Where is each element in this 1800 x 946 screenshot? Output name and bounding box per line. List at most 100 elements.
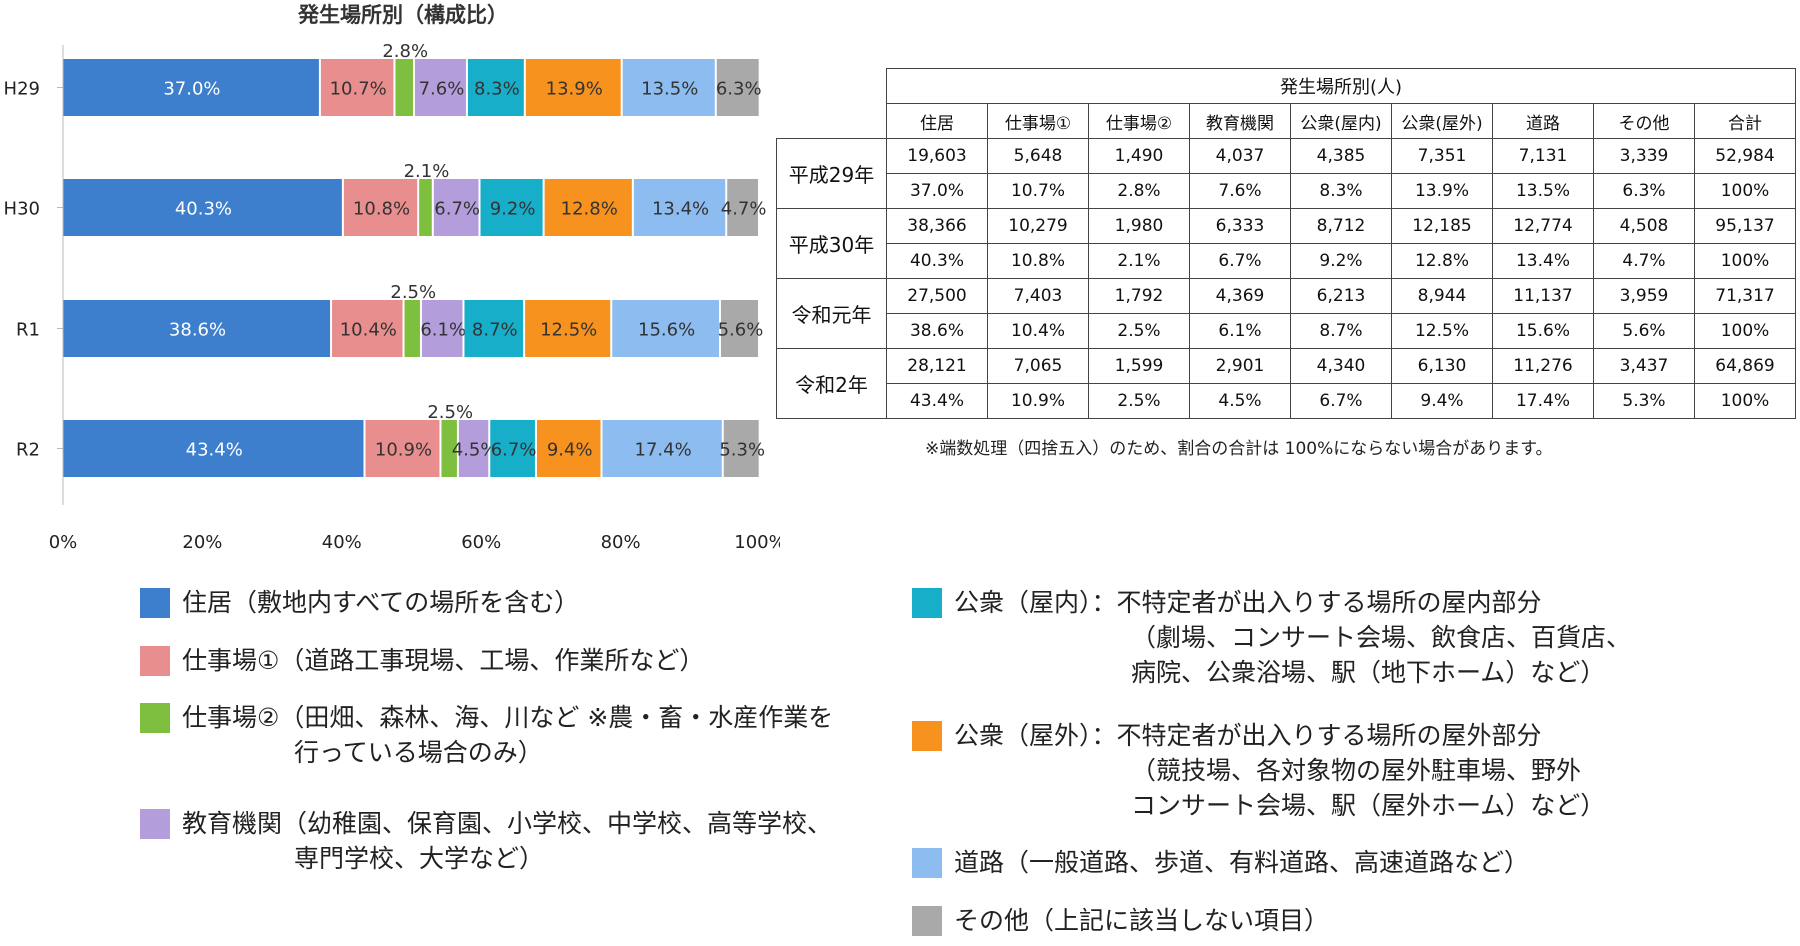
table-count-cell: 19,603: [886, 138, 988, 174]
x-tick-label: 20%: [182, 532, 222, 553]
data-label: 4.7%: [721, 199, 767, 220]
table-percent-cell: 6.1%: [1189, 313, 1291, 349]
table-percent-cell: 10.8%: [987, 243, 1089, 279]
legend-label: 道路（一般道路、歩道、有料道路、高速道路など）: [954, 845, 1529, 880]
legend-label-line: 公衆（屋外）：不特定者が出入りする場所の屋外部分: [954, 721, 1542, 750]
table-count-cell: 11,137: [1492, 278, 1594, 314]
data-label: 2.1%: [404, 161, 450, 182]
table-count-cell: 8,712: [1290, 208, 1392, 244]
table-header-group: 発生場所別(人): [886, 68, 1796, 104]
bar-segment: [404, 300, 420, 357]
table-percent-cell: 6.7%: [1189, 243, 1291, 279]
legend-swatch: [140, 588, 170, 618]
table-count-cell: 52,984: [1694, 138, 1796, 174]
bar-segment: [720, 300, 758, 357]
legend-swatch: [912, 721, 942, 751]
table-count-cell: 71,317: [1694, 278, 1796, 314]
bar-segment: [441, 420, 457, 477]
table-percent-cell: 38.6%: [886, 313, 988, 349]
table-percent-cell: 4.7%: [1593, 243, 1695, 279]
table-count-cell: 27,500: [886, 278, 988, 314]
data-table: 発生場所別(人) 住居 仕事場① 仕事場② 教育機関 公衆(屋内) 公衆(屋外) 道路 その他…: [776, 68, 1796, 419]
table-percent-cell: 7.6%: [1189, 173, 1291, 209]
table-count-cell: 1,490: [1088, 138, 1190, 174]
category-label: R2: [16, 440, 40, 461]
data-label: 9.2%: [490, 199, 536, 220]
table-count-cell: 28,121: [886, 348, 988, 384]
legend-label-line: 教育機関（幼稚園、保育園、小学校、中学校、高等学校、: [182, 809, 833, 838]
table-column-header: 公衆(屋外): [1391, 103, 1493, 139]
category-label: R1: [16, 320, 40, 341]
table-count-cell: 12,185: [1391, 208, 1493, 244]
table-count-cell: 3,437: [1593, 348, 1695, 384]
stacked-bar-chart: 発生場所別（構成比） 37.0% 10.7% 2.8% 7.6% 8.3% 13.9% 13…: [4, 3, 780, 553]
bar-segment: [395, 59, 413, 116]
table-column-header: 仕事場①: [987, 103, 1089, 139]
table-percent-cell: 13.5%: [1492, 173, 1594, 209]
legend-label: その他（上記に該当しない項目）: [954, 903, 1329, 938]
table-percent-cell: 12.8%: [1391, 243, 1493, 279]
table-count-cell: 4,508: [1593, 208, 1695, 244]
bar-segment: [421, 300, 463, 357]
table-percent-cell: 100%: [1694, 243, 1796, 279]
table-column-header: 住居: [886, 103, 988, 139]
bar-segment: [63, 179, 342, 236]
legend-label: 公衆（屋内）：不特定者が出入りする場所の屋内部分 （劇場、コンサート会場、飲食店、…: [954, 585, 1631, 690]
bar-segment: [464, 300, 524, 357]
legend-swatch: [140, 703, 170, 733]
legend-label: 教育機関（幼稚園、保育園、小学校、中学校、高等学校、 専門学校、大学など）: [182, 806, 832, 876]
data-label: 4.5%: [452, 440, 498, 461]
table-percent-cell: 37.0%: [886, 173, 988, 209]
table-count-cell: 7,351: [1391, 138, 1493, 174]
table-corner: [776, 68, 887, 139]
data-label: 10.7%: [330, 79, 387, 100]
bar-segment: [433, 179, 479, 236]
table-percent-cell: 5.6%: [1593, 313, 1695, 349]
bar-segment: [622, 59, 715, 116]
bar-segment: [716, 59, 759, 116]
table-row: 平成29年 19,603 5,648 1,490 4,037 4,385 7,351 7,13…: [776, 138, 1796, 209]
data-label: 43.4%: [186, 440, 243, 461]
table-count-cell: 4,385: [1290, 138, 1392, 174]
table-count-cell: 38,366: [886, 208, 988, 244]
legend-label-line: 行っている場合のみ）: [294, 738, 543, 767]
bar-segment: [343, 179, 418, 236]
table-percent-cell: 13.4%: [1492, 243, 1594, 279]
legend-label-line: 公衆（屋内）：不特定者が出入りする場所の屋内部分: [954, 588, 1542, 617]
data-label: 6.1%: [420, 320, 466, 341]
table-count-cell: 1,599: [1088, 348, 1190, 384]
table-percent-cell: 13.9%: [1391, 173, 1493, 209]
legend-item: 教育機関（幼稚園、保育園、小学校、中学校、高等学校、 専門学校、大学など）: [140, 806, 832, 876]
legend-label: 住居（敷地内すべての場所を含む）: [182, 585, 579, 620]
legend-label-line: （劇場、コンサート会場、飲食店、百貨店、: [1131, 623, 1632, 652]
table-count-cell: 11,276: [1492, 348, 1594, 384]
bar-segment: [525, 59, 621, 116]
table-count-cell: 12,774: [1492, 208, 1594, 244]
table-percent-cell: 8.7%: [1290, 313, 1392, 349]
bar-segment: [467, 59, 524, 116]
table-column-header: 仕事場②: [1088, 103, 1190, 139]
table-count-cell: 4,037: [1189, 138, 1291, 174]
table-count-cell: 1,980: [1088, 208, 1190, 244]
legend-item: 道路（一般道路、歩道、有料道路、高速道路など）: [912, 845, 1529, 880]
bar-segment: [480, 179, 543, 236]
legend-label: 仕事場②（田畑、森林、海、川など ※農・畜・水産作業を行っている場合のみ）: [182, 700, 833, 770]
table-count-cell: 64,869: [1694, 348, 1796, 384]
legend-label-line: 仕事場②（田畑、森林、海、川など ※農・畜・水産作業を: [182, 703, 834, 732]
table-count-cell: 5,648: [987, 138, 1089, 174]
table-percent-cell: 10.7%: [987, 173, 1089, 209]
table-percent-cell: 9.4%: [1391, 383, 1493, 419]
legend-item: 公衆（屋内）：不特定者が出入りする場所の屋内部分 （劇場、コンサート会場、飲食店、…: [912, 585, 1631, 690]
table-percent-cell: 6.7%: [1290, 383, 1392, 419]
bar-segment: [525, 300, 611, 357]
data-label: 10.9%: [375, 440, 432, 461]
legend-label-line: その他（上記に該当しない項目）: [954, 906, 1330, 935]
table-count-cell: 7,403: [987, 278, 1089, 314]
table-count-cell: 10,279: [987, 208, 1089, 244]
table-percent-cell: 40.3%: [886, 243, 988, 279]
data-label: 9.4%: [547, 440, 593, 461]
x-tick-label: 60%: [461, 532, 501, 553]
legend-swatch: [912, 588, 942, 618]
category-label: H30: [4, 199, 40, 220]
table-percent-cell: 8.3%: [1290, 173, 1392, 209]
